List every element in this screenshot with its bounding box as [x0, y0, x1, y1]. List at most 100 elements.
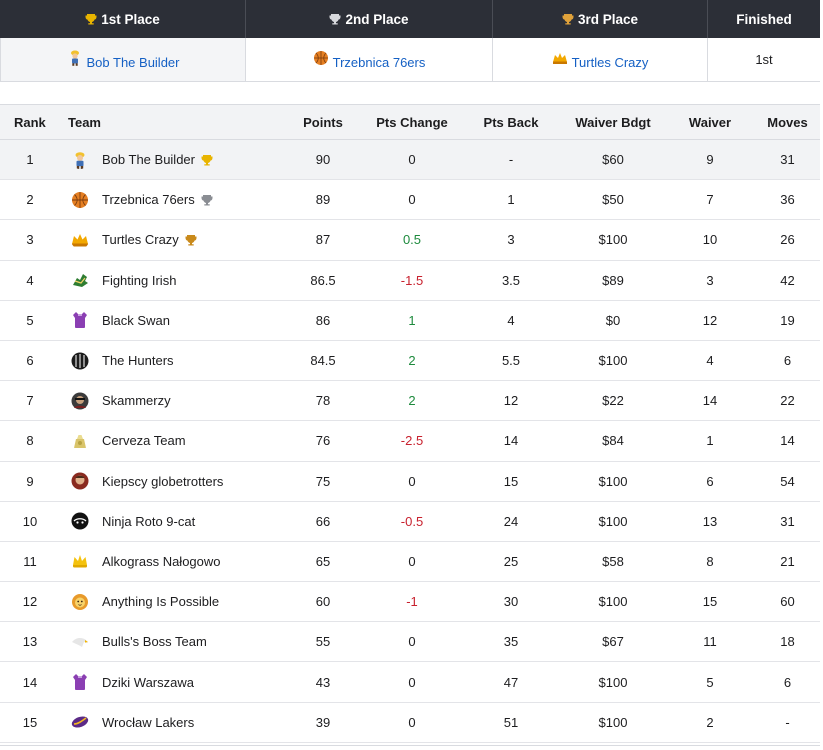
hunters-avatar-icon	[71, 352, 89, 370]
table-row: 6 The Hunters 84.5 2 5.5 $100 4 6	[0, 341, 820, 382]
pts-back-cell: 12	[503, 393, 519, 409]
podium-header-third: 3rd Place	[493, 0, 708, 38]
moves-cell: 18	[780, 634, 795, 650]
pts-back-cell: 35	[503, 634, 519, 650]
moves-cell: 14	[780, 433, 795, 449]
trophy-icon	[329, 14, 341, 25]
standings-table: Rank Team Points Pts Change Pts Back Wai…	[0, 104, 820, 743]
column-waiver[interactable]: Waiver	[688, 114, 732, 130]
column-points[interactable]: Points	[303, 114, 343, 130]
crown-avatar-icon	[73, 555, 87, 568]
points-cell: 90	[315, 152, 331, 168]
pts-change-cell: -0.5	[400, 513, 424, 529]
pts-change-cell: 0	[408, 553, 416, 569]
rank-cell: 6	[26, 353, 34, 369]
moves-cell: 19	[780, 312, 795, 328]
pts-change-cell: 0.5	[402, 232, 422, 248]
podium-team-link[interactable]: Trzebnica 76ers	[332, 54, 426, 70]
table-row: 3 Turtles Crazy 87 0.5 3 $100 10 26	[0, 220, 820, 261]
rank-cell: 13	[22, 634, 38, 650]
rank-cell: 9	[26, 473, 34, 489]
rank-cell: 10	[22, 513, 38, 529]
column-team[interactable]: Team	[68, 114, 101, 130]
podium-finished-cell: 1st	[708, 38, 820, 81]
team-name-link[interactable]: Fighting Irish	[102, 272, 177, 288]
eagle-avatar-icon	[72, 637, 88, 647]
team-name-link[interactable]: Ninja Roto 9-cat	[102, 513, 196, 529]
table-row: 7 Skammerzy 78 2 12 $22 14 22	[0, 381, 820, 422]
pts-change-cell: 2	[408, 393, 416, 409]
waiver-budget-cell: $0	[605, 312, 621, 328]
points-cell: 86	[315, 312, 331, 328]
waiver-cell: 8	[706, 553, 714, 569]
pts-back-cell: 47	[503, 674, 519, 690]
trophy-icon	[201, 194, 213, 206]
moves-cell: 26	[780, 232, 795, 248]
podium-team-link[interactable]: Turtles Crazy	[571, 54, 649, 70]
rank-cell: 8	[26, 433, 34, 449]
team-cell: Cerveza Team	[60, 432, 283, 450]
table-row: 13 Bulls's Boss Team 55 0 35 $67 11 18	[0, 622, 820, 663]
team-name-link[interactable]: Alkograss Nałogowo	[102, 553, 221, 569]
podium-team-link[interactable]: Bob The Builder	[86, 54, 180, 70]
waiver-cell: 1	[706, 433, 714, 449]
waiver-budget-cell: $100	[598, 473, 628, 489]
team-name-link[interactable]: Dziki Warszawa	[102, 674, 194, 690]
podium-header-label: 2nd Place	[345, 11, 409, 27]
moves-cell: 54	[780, 473, 795, 489]
column-waiver-budget[interactable]: Waiver Bdgt	[575, 114, 651, 130]
pts-back-cell: 1	[507, 192, 515, 208]
team-cell: Dziki Warszawa	[60, 673, 283, 691]
rank-cell: 5	[26, 312, 34, 328]
team-name-link[interactable]: Black Swan	[102, 312, 170, 328]
team-name-link[interactable]: Bob The Builder	[102, 152, 195, 168]
waiver-budget-cell: $100	[598, 594, 628, 610]
builder-avatar-icon	[70, 50, 79, 66]
pts-back-cell: 30	[503, 594, 519, 610]
irish-avatar-icon	[73, 274, 88, 288]
waiver-cell: 9	[706, 152, 714, 168]
pts-back-cell: 25	[503, 553, 519, 569]
table-row: 4 Fighting Irish 86.5 -1.5 3.5 $89 3 42	[0, 261, 820, 301]
trophy-icon	[85, 14, 97, 25]
moves-cell: 42	[780, 272, 795, 288]
column-rank[interactable]: Rank	[14, 114, 46, 130]
pts-change-cell: 0	[408, 674, 416, 690]
team-name-link[interactable]: Wrocław Lakers	[102, 714, 195, 730]
column-moves[interactable]: Moves	[767, 114, 808, 130]
team-name-link[interactable]: Trzebnica 76ers	[102, 192, 195, 208]
moves-cell: 60	[780, 594, 795, 610]
waiver-cell: 3	[706, 272, 714, 288]
team-name-link[interactable]: Turtles Crazy	[102, 232, 179, 248]
team-name-link[interactable]: Kiepscy globetrotters	[102, 473, 224, 489]
points-cell: 43	[315, 674, 331, 690]
points-cell: 87	[315, 232, 331, 248]
waiver-cell: 11	[703, 634, 717, 650]
team-name-link[interactable]: Skammerzy	[102, 393, 171, 409]
rank-cell: 11	[23, 553, 37, 569]
team-cell: Ninja Roto 9-cat	[60, 512, 283, 530]
finished-position: 1st	[755, 52, 773, 67]
team-name-link[interactable]: Cerveza Team	[102, 433, 186, 449]
team-name-link[interactable]: Anything Is Possible	[102, 594, 220, 610]
column-pts-back[interactable]: Pts Back	[483, 114, 539, 130]
standings-header: Rank Team Points Pts Change Pts Back Wai…	[0, 104, 820, 140]
rank-cell: 12	[22, 594, 38, 610]
waiver-budget-cell: $100	[598, 353, 628, 369]
points-cell: 75	[315, 473, 331, 489]
moves-cell: 31	[780, 513, 795, 529]
column-pts-change[interactable]: Pts Change	[376, 114, 448, 130]
team-name-link[interactable]: Bulls's Boss Team	[102, 634, 207, 650]
pts-back-cell: 24	[503, 513, 519, 529]
waiver-budget-cell: $58	[602, 553, 624, 569]
pts-change-cell: 1	[408, 312, 416, 328]
team-cell: Fighting Irish	[60, 271, 283, 289]
team-name-link[interactable]: The Hunters	[102, 353, 174, 369]
pts-change-cell: 2	[408, 353, 416, 369]
pts-back-cell: 4	[507, 312, 515, 328]
waiver-cell: 5	[706, 674, 714, 690]
points-cell: 65	[315, 553, 331, 569]
waiver-budget-cell: $100	[598, 232, 628, 248]
team-cell: Trzebnica 76ers	[60, 191, 283, 209]
builder-avatar-icon	[75, 151, 85, 169]
